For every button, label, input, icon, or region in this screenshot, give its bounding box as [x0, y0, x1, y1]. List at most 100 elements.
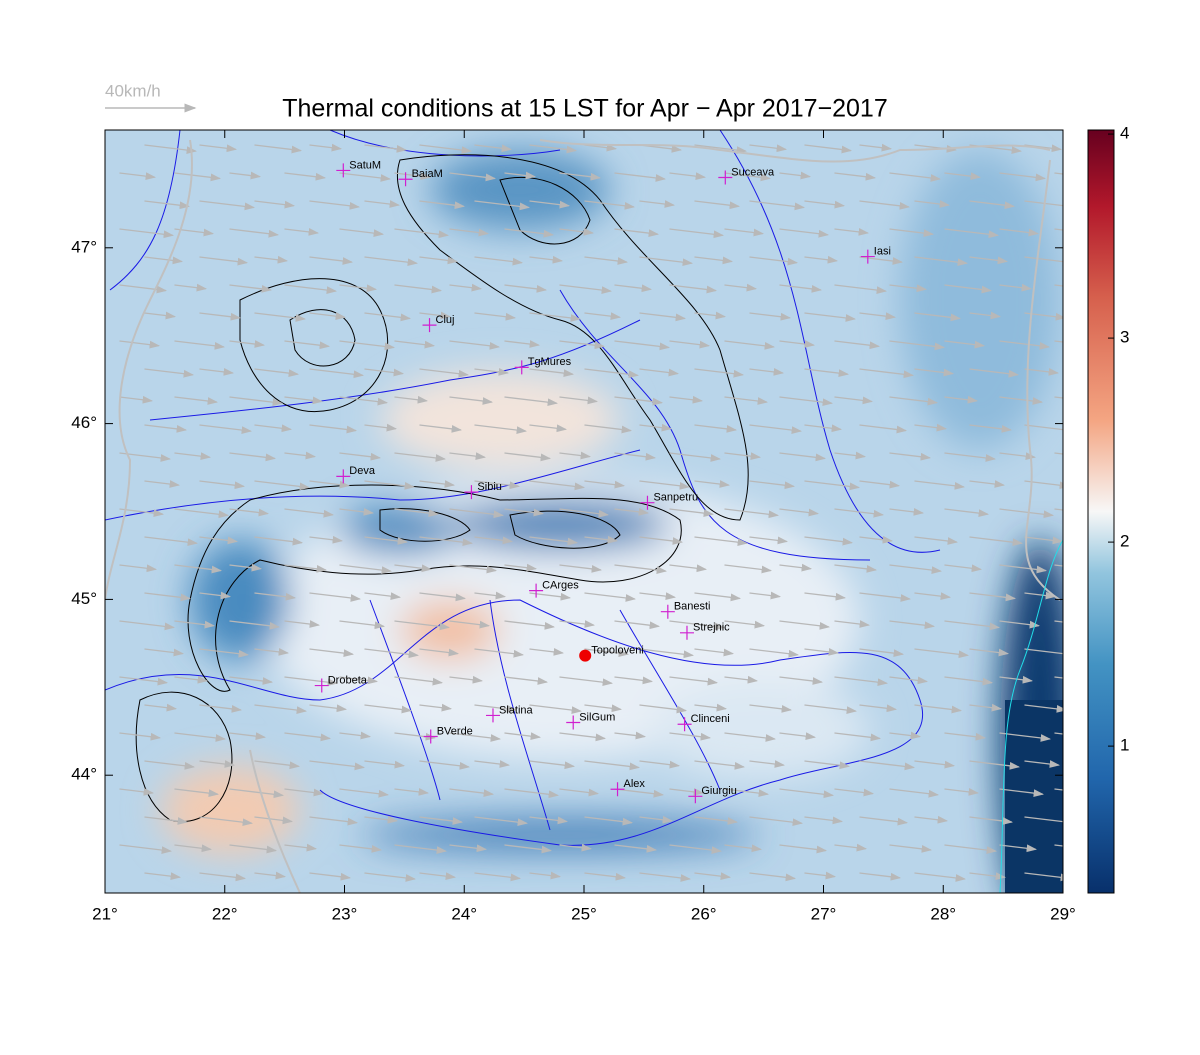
wind-arrow [119, 844, 173, 854]
wind-arrow [144, 760, 196, 770]
wind-arrow [779, 732, 817, 741]
wind-arrow [419, 144, 473, 154]
wind-arrow [639, 423, 673, 432]
wind-arrow [174, 844, 213, 853]
wind-arrow [529, 312, 582, 322]
x-tick-label: 21° [92, 904, 118, 923]
wind-arrow [969, 480, 1006, 488]
wind-arrow [284, 843, 318, 852]
wind-arrow [969, 760, 1021, 770]
wind-arrow [199, 872, 247, 882]
wind-arrow [1024, 760, 1061, 768]
wind-arrow [834, 732, 882, 742]
wind-arrow [1024, 648, 1063, 655]
wind-arrow [394, 395, 429, 404]
wind-arrow [119, 340, 161, 349]
wind-arrow [639, 256, 694, 267]
wind-arrow [254, 536, 304, 546]
colorbar-tick-label: 2 [1120, 532, 1129, 551]
colorbar-tick-label: 4 [1120, 124, 1129, 143]
wind-arrow [449, 172, 497, 182]
wind-arrow [834, 228, 870, 236]
wind-arrow [339, 564, 393, 574]
wind-arrow [779, 844, 828, 854]
wind-arrow [584, 592, 637, 602]
wind-arrow [944, 844, 998, 854]
wind-arrow [944, 732, 987, 741]
wind-arrow [834, 843, 868, 852]
wind-arrow [254, 704, 308, 714]
wind-arrow [1054, 340, 1063, 343]
wind-arrow [229, 788, 285, 799]
wind-arrow [779, 508, 820, 517]
wind-arrow [804, 760, 851, 770]
wind-arrow [199, 648, 250, 658]
wind-arrow [144, 424, 188, 433]
wind-arrow [584, 535, 619, 544]
wind-arrow [999, 732, 1052, 742]
wind-arrow [584, 143, 618, 152]
black-sea [1005, 700, 1063, 893]
wind-arrow [394, 508, 440, 517]
wind-arrow [669, 788, 705, 796]
wind-arrow [914, 480, 966, 490]
wind-arrow [364, 536, 409, 545]
colorbar-ticks: 1 2 3 4 [1108, 124, 1129, 755]
wind-arrow [779, 620, 831, 630]
wind-arrow [694, 144, 748, 154]
wind-arrow [584, 704, 623, 713]
wind-arrow [529, 816, 569, 825]
wind-arrow [394, 172, 432, 181]
wind-arrow [804, 368, 850, 377]
x-tick-label: 26° [691, 904, 717, 923]
wind-arrow [199, 816, 254, 827]
wind-arrow [614, 844, 658, 853]
wind-arrow [529, 144, 578, 154]
wind-arrow [559, 676, 614, 687]
wind-arrow [309, 256, 354, 265]
city-label: Alex [624, 778, 646, 790]
wind-arrow [859, 816, 909, 826]
wind-arrow [474, 424, 528, 434]
wind-arrow [529, 648, 565, 656]
wind-arrow [339, 676, 379, 685]
wind-arrow [474, 704, 518, 713]
city-marker [566, 715, 581, 730]
wind-arrow [889, 844, 933, 853]
wind-arrow [474, 144, 513, 153]
wind-arrow [749, 480, 796, 490]
wind-arrow [284, 508, 335, 518]
wind-arrow [174, 564, 223, 574]
wind-arrow [529, 368, 575, 377]
wind-arrow [199, 200, 256, 211]
wind-arrow [639, 648, 695, 659]
wind-arrow [229, 171, 262, 180]
wind-arrow [859, 200, 911, 210]
wind-arrow [504, 228, 555, 238]
wind-arrow [144, 703, 178, 712]
wind-arrow [199, 144, 238, 153]
wind-arrow [834, 284, 888, 294]
wind-arrow [174, 340, 226, 350]
wind-arrow [559, 508, 610, 518]
wind-arrow [834, 396, 874, 405]
wind-arrow [474, 816, 529, 827]
wind-arrow [859, 648, 905, 657]
wind-arrow [229, 452, 277, 462]
wind-arrow [199, 704, 243, 713]
wind-arrow [419, 311, 452, 320]
wind-arrow [724, 283, 758, 292]
wind-arrow [229, 844, 278, 854]
wind-arrow [749, 312, 792, 321]
wind-arrow [724, 508, 780, 519]
wind-arrow [969, 592, 1017, 602]
wind-arrow [449, 228, 490, 237]
wind-arrow [944, 452, 997, 462]
wind-arrow [364, 815, 399, 824]
wind-arrow [449, 452, 487, 461]
wind-arrow [1054, 172, 1063, 175]
wind-arrow [174, 788, 220, 797]
wind-arrow [1024, 704, 1063, 713]
wind-arrow [969, 703, 1003, 712]
wind-arrow [889, 508, 925, 516]
